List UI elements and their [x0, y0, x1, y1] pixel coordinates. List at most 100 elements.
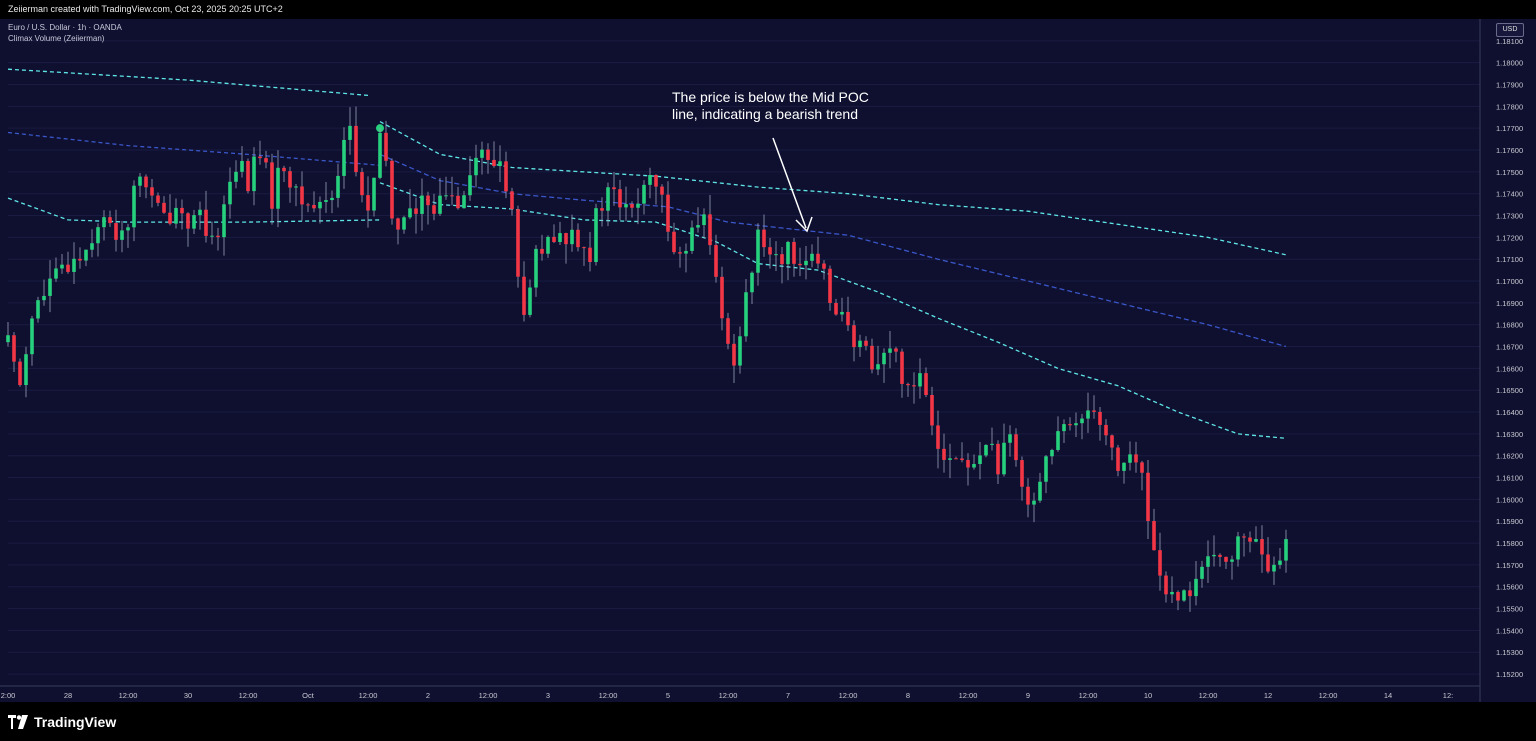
- candle: [540, 234, 544, 261]
- candle: [690, 220, 694, 254]
- candle-body: [1218, 554, 1222, 557]
- candle: [138, 172, 142, 197]
- chart-legend: Euro / U.S. Dollar · 1h · OANDA Climax V…: [8, 22, 122, 44]
- candle: [522, 261, 526, 322]
- x-tick-label: 12:00: [479, 691, 498, 700]
- candle: [1026, 478, 1030, 518]
- candle: [318, 196, 322, 224]
- candle: [624, 186, 628, 222]
- x-tick-label: 3: [546, 691, 550, 700]
- candle: [1032, 492, 1036, 523]
- candle-body: [732, 343, 736, 366]
- poc-mid-band: [379, 153, 1287, 348]
- candle-body: [1044, 456, 1048, 482]
- candle-body: [912, 385, 916, 387]
- candle-body: [222, 204, 226, 238]
- candle: [1092, 395, 1096, 419]
- y-tick-label: 1.16200: [1496, 452, 1523, 461]
- y-tick-label: 1.16100: [1496, 474, 1523, 483]
- candle-body: [972, 464, 976, 468]
- y-tick-label: 1.17900: [1496, 81, 1523, 90]
- candle-body: [1284, 539, 1288, 561]
- candle-body: [72, 258, 76, 272]
- candle: [660, 184, 664, 213]
- candle-body: [990, 443, 994, 445]
- candle: [570, 214, 574, 252]
- candle-body: [1086, 410, 1090, 419]
- tradingview-logo[interactable]: TradingView: [8, 713, 116, 731]
- candle-body: [708, 214, 712, 246]
- candle: [726, 312, 730, 350]
- candle: [240, 146, 244, 178]
- candle-body: [480, 149, 484, 158]
- candle-body: [528, 287, 532, 315]
- candle: [1122, 462, 1126, 484]
- candle-body: [816, 253, 820, 264]
- candle-body: [786, 241, 790, 265]
- candle-body: [180, 207, 184, 214]
- candle: [1224, 556, 1228, 569]
- candle-body: [594, 208, 598, 263]
- candle-body: [1212, 554, 1216, 557]
- candle-body: [1056, 431, 1060, 450]
- legend-indicator[interactable]: Climax Volume (Zeiierman): [8, 34, 105, 43]
- chart-area[interactable]: 1.18100 1.18000 1.17900 1.17800 1.17700 1.176…: [0, 19, 1536, 702]
- candle-body: [342, 139, 346, 176]
- candle: [486, 143, 490, 174]
- candle: [384, 120, 388, 167]
- x-tick-label: 2:00: [1, 691, 16, 700]
- candle: [396, 217, 400, 245]
- y-tick-label: 1.15800: [1496, 539, 1523, 548]
- legend-symbol[interactable]: Euro / U.S. Dollar · 1h · OANDA: [8, 23, 122, 32]
- candle: [24, 346, 28, 398]
- candle: [672, 222, 676, 255]
- candle-body: [42, 295, 46, 301]
- candle: [654, 174, 658, 205]
- candle-body: [1182, 590, 1186, 601]
- x-tick-label: 2: [426, 691, 430, 700]
- candle: [18, 358, 22, 387]
- candle: [1146, 459, 1150, 539]
- candle-body: [576, 229, 580, 248]
- candle-body: [174, 207, 178, 224]
- candle: [822, 260, 826, 280]
- candle-body: [1272, 564, 1276, 572]
- candle-body: [888, 348, 892, 353]
- candle-body: [210, 235, 214, 237]
- x-tick-label: 12:00: [239, 691, 258, 700]
- candle-body: [78, 258, 82, 261]
- candle: [528, 279, 532, 318]
- price-chart[interactable]: 1.18100 1.18000 1.17900 1.17800 1.17700 1.176…: [0, 19, 1536, 702]
- candle: [1158, 532, 1162, 591]
- candle: [618, 179, 622, 221]
- poc-mid-band-left: [7, 131, 381, 166]
- currency-badge[interactable]: USD: [1496, 23, 1524, 37]
- candle: [972, 454, 976, 470]
- candle-body: [558, 233, 562, 243]
- candle: [906, 382, 910, 397]
- candle-body: [306, 204, 310, 206]
- candle-body: [678, 252, 682, 254]
- candle: [516, 205, 520, 288]
- x-tick-label: 5: [666, 691, 670, 700]
- candle: [480, 141, 484, 175]
- candle: [168, 194, 172, 226]
- climax-marker[interactable]: [376, 124, 384, 133]
- candle: [294, 184, 298, 207]
- candle-body: [288, 171, 292, 188]
- candle: [1086, 392, 1090, 433]
- candle: [1164, 571, 1168, 603]
- y-tick-label: 1.15900: [1496, 517, 1523, 526]
- candle: [930, 386, 934, 436]
- candle-body: [270, 162, 274, 209]
- candle-body: [864, 340, 868, 346]
- candle: [1140, 460, 1144, 491]
- candle: [342, 127, 346, 189]
- candle: [156, 192, 160, 207]
- candle: [1272, 556, 1276, 585]
- candle-body: [444, 195, 448, 197]
- candle-body: [1242, 536, 1246, 538]
- candle: [132, 180, 136, 242]
- candle-body: [126, 227, 130, 231]
- candle-body: [1122, 462, 1126, 471]
